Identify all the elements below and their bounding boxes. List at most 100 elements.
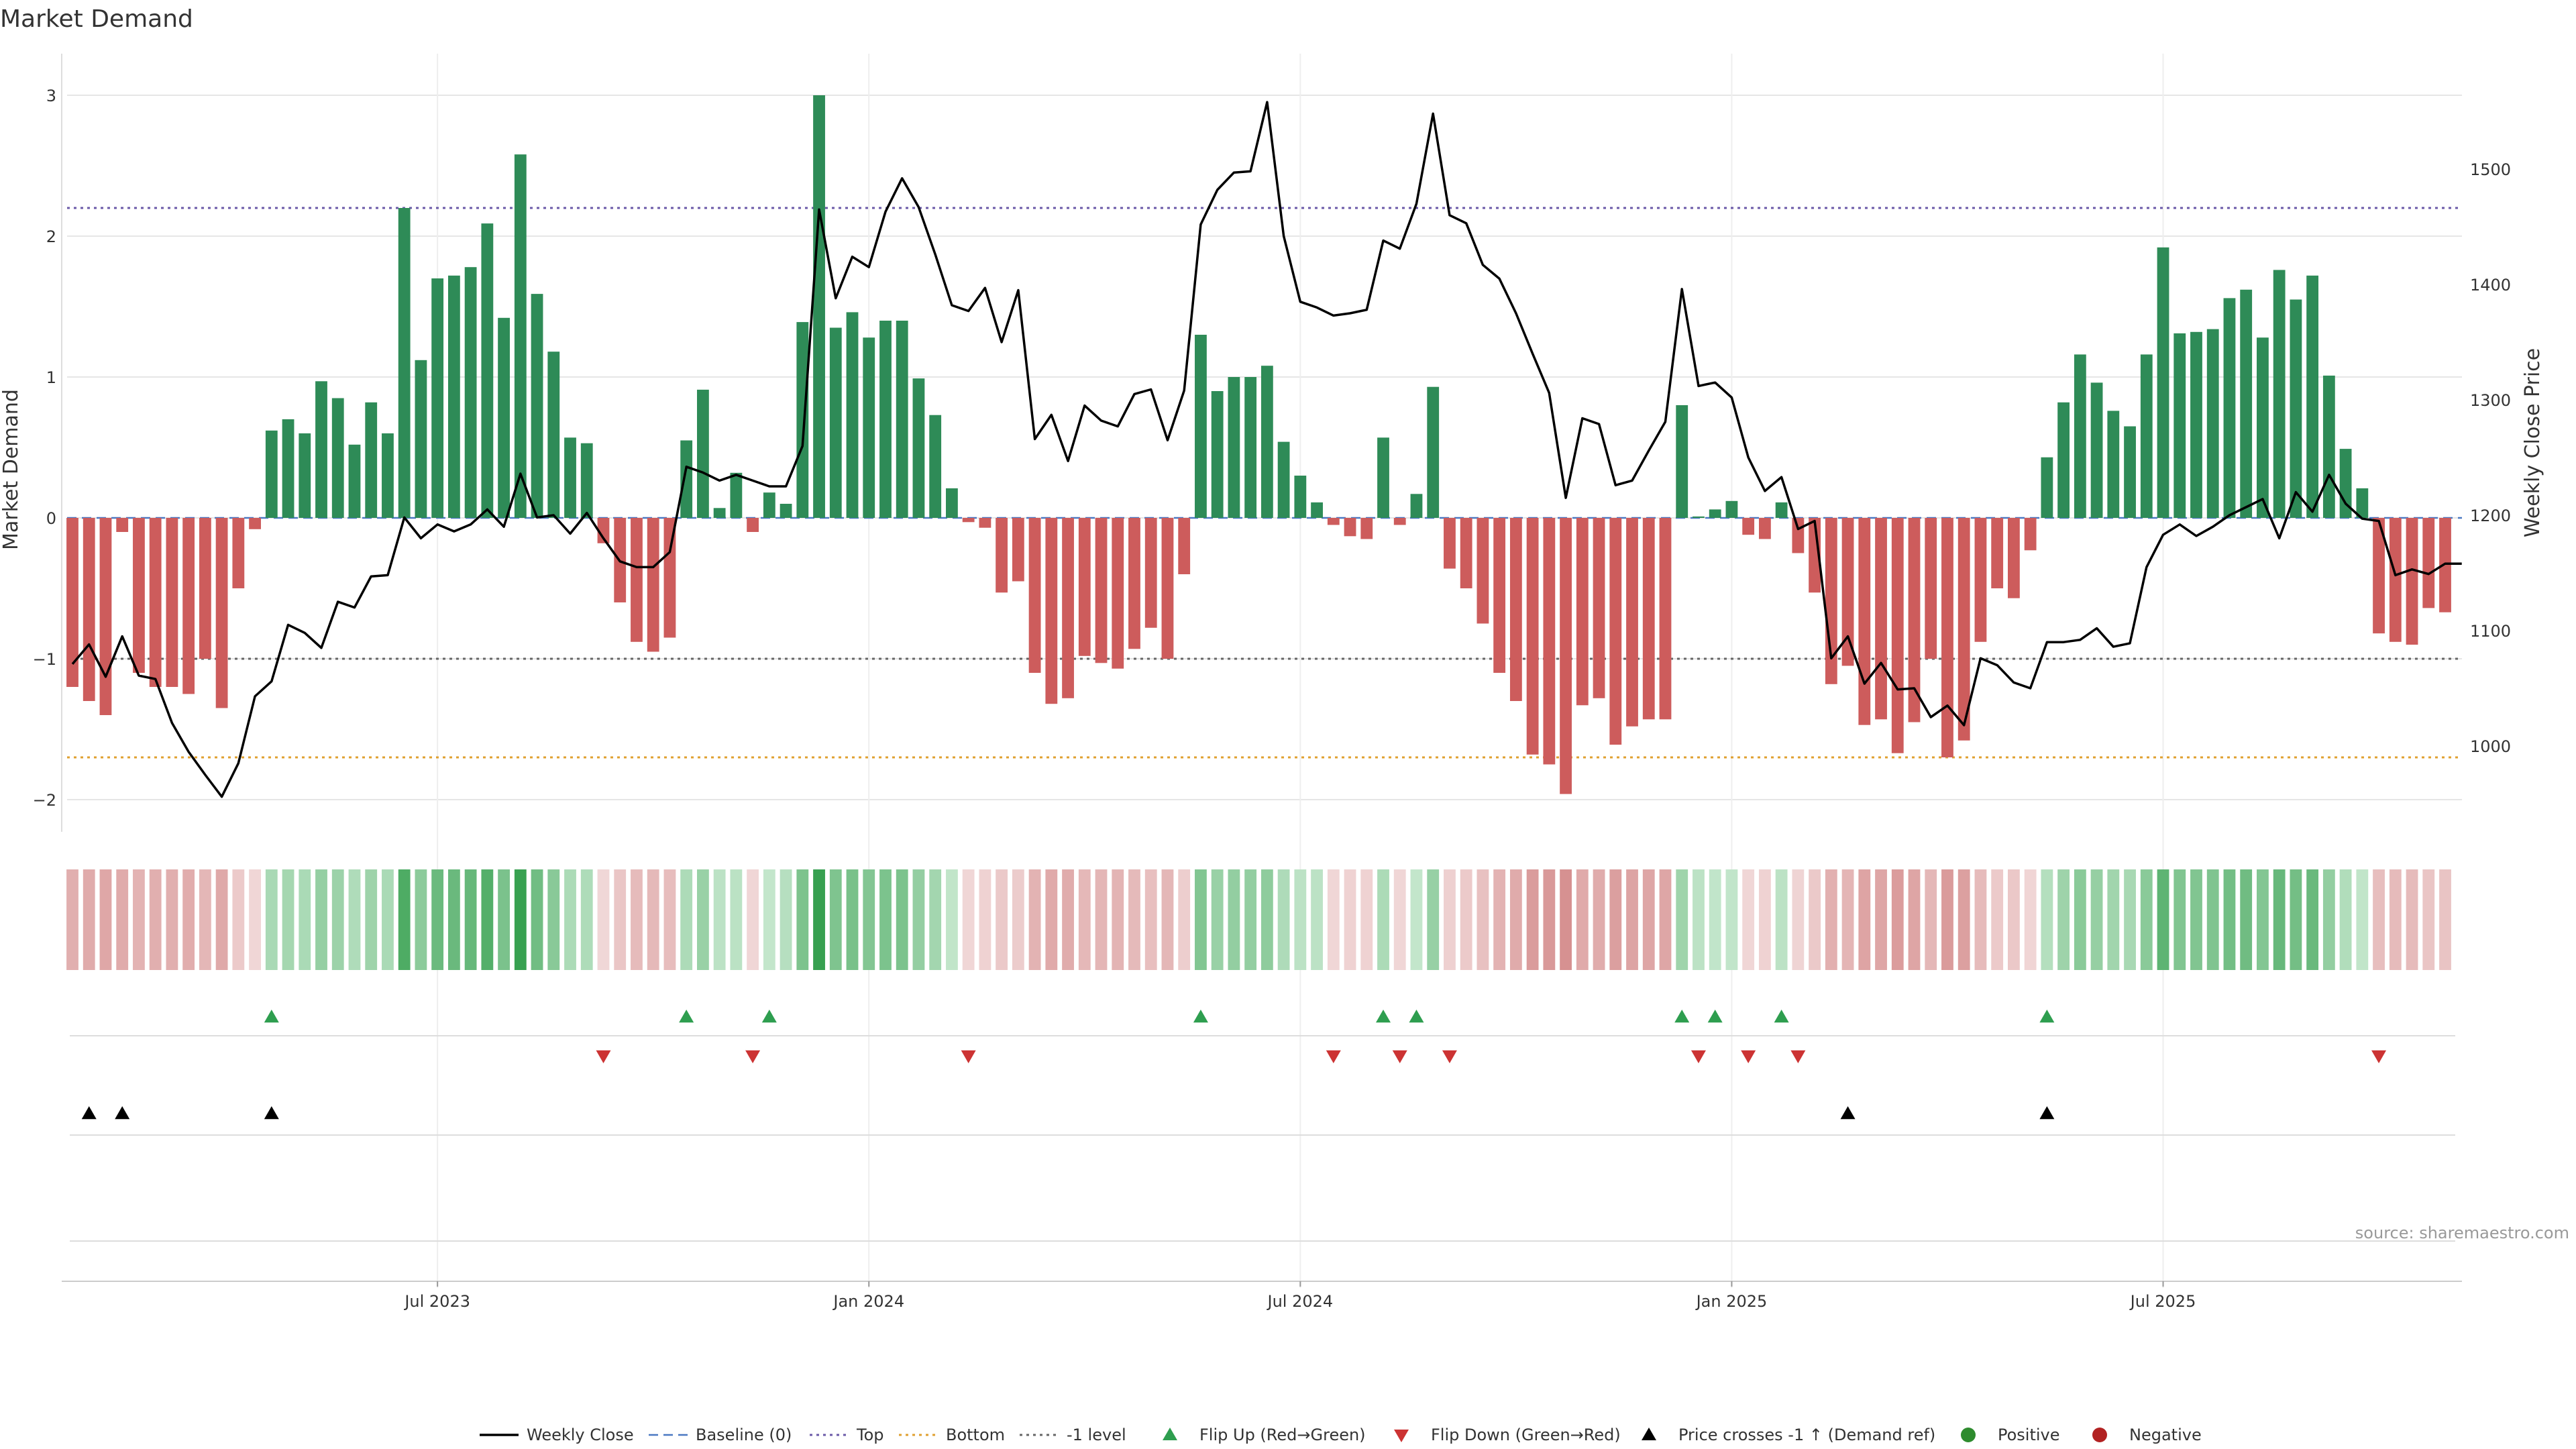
y-tick-label: 3 <box>46 87 56 105</box>
heat-strip-cell <box>66 869 78 970</box>
heat-strip-cell <box>1393 869 1406 970</box>
heat-strip-cell <box>2356 869 2369 970</box>
y-tick-label: 1 <box>46 368 56 387</box>
heat-strip-cell <box>1809 869 1821 970</box>
x-tick-label: Jan 2025 <box>1695 1292 1768 1311</box>
legend-label: -1 level <box>1067 1426 1126 1444</box>
demand-bar <box>2190 331 2202 518</box>
demand-bar <box>66 518 78 687</box>
demand-bar <box>2174 333 2186 518</box>
heat-strip-cell <box>464 869 477 970</box>
demand-bar <box>879 321 892 518</box>
heat-strip-cell <box>2339 869 2352 970</box>
legend-swatch <box>1163 1428 1177 1440</box>
demand-bar <box>1028 518 1041 673</box>
demand-bar <box>1593 518 1605 698</box>
heat-strip-cell <box>398 869 411 970</box>
flip-up-marker <box>1707 1010 1723 1023</box>
heat-strip-cell <box>1908 869 1921 970</box>
heat-strip-cell <box>1576 869 1589 970</box>
price-cross-marker <box>264 1106 279 1120</box>
heat-strip-cell <box>1144 869 1157 970</box>
heat-strip-cell <box>879 869 892 970</box>
demand-bar <box>846 312 859 518</box>
demand-bar <box>1211 391 1224 518</box>
demand-bar <box>2140 354 2153 518</box>
demand-bar <box>1925 518 1937 659</box>
heat-strip-cell <box>1260 869 1273 970</box>
demand-bar <box>1509 518 1522 701</box>
heat-strip-cell <box>1941 869 1953 970</box>
legend-label: Flip Up (Red→Green) <box>1199 1426 1366 1444</box>
heat-strip-cell <box>2439 869 2451 970</box>
heat-strip-cell <box>116 869 129 970</box>
chart-title: Market Demand <box>0 5 193 33</box>
heat-strip-cell <box>2257 869 2269 970</box>
heat-strip-cell <box>2223 869 2236 970</box>
heat-strip-cell <box>2124 869 2136 970</box>
demand-bar <box>979 518 991 528</box>
demand-bar <box>1642 518 1655 720</box>
demand-bar <box>1062 518 1074 698</box>
demand-bar <box>2356 488 2369 518</box>
demand-bar <box>1012 518 1024 582</box>
heat-strip-cell <box>2041 869 2053 970</box>
demand-bar <box>1112 518 1124 669</box>
legend-label: Bottom <box>946 1426 1005 1444</box>
demand-bar <box>2057 402 2070 518</box>
heat-strip-cell <box>481 869 494 970</box>
heat-strip-cell <box>1360 869 1373 970</box>
demand-bar <box>1957 518 1970 741</box>
demand-bar <box>2206 329 2219 518</box>
flip-up-marker <box>1193 1010 1208 1023</box>
demand-bar <box>1360 518 1373 539</box>
heat-strip-cell <box>2074 869 2086 970</box>
demand-bar <box>580 443 593 518</box>
heat-strip-cell <box>1659 869 1672 970</box>
demand-bar <box>2240 289 2253 518</box>
demand-bar <box>813 95 825 518</box>
heat-strip-cell <box>1493 869 1506 970</box>
gridlines <box>61 54 2462 1288</box>
y-tick-label: −2 <box>33 791 56 810</box>
demand-bar <box>780 504 792 518</box>
demand-bar <box>1460 518 1472 588</box>
demand-bar <box>2290 299 2302 518</box>
heat-strip-cell <box>1460 869 1472 970</box>
demand-bar <box>946 488 958 518</box>
demand-bar <box>2389 518 2402 642</box>
demand-bar <box>531 294 543 518</box>
heat-strip-cell <box>1841 869 1854 970</box>
heat-strip-cell <box>1891 869 1904 970</box>
weekly-close-line <box>71 101 2462 798</box>
heat-strip-cell <box>1725 869 1738 970</box>
heat-strip-cell <box>2389 869 2402 970</box>
price-cross-marker <box>81 1106 97 1120</box>
demand-bar <box>2107 411 2120 518</box>
demand-bar <box>647 518 659 652</box>
price-cross-marker <box>1840 1106 1856 1120</box>
demand-bar <box>1725 500 1738 518</box>
heat-strip-cell <box>514 869 527 970</box>
demand-bar <box>663 518 676 638</box>
heat-strip-cell <box>1311 869 1323 970</box>
heat-strip-cell <box>829 869 842 970</box>
demand-bar <box>1941 518 1953 757</box>
heat-strip-cell <box>2290 869 2302 970</box>
legend-label: Negative <box>2129 1426 2202 1444</box>
demand-bar <box>696 389 709 518</box>
demand-bar <box>1974 518 1987 642</box>
heat-strip-cell <box>1112 869 1124 970</box>
heat-strip-cell <box>249 869 261 970</box>
demand-bar <box>1676 405 1688 518</box>
demand-bar <box>315 381 327 518</box>
demand-bar <box>929 415 942 518</box>
heat-strip-cell <box>2057 869 2070 970</box>
demand-bar <box>1742 518 1755 535</box>
demand-bar <box>83 518 95 701</box>
y2-tick-label: 1400 <box>2470 276 2511 294</box>
demand-bar <box>1144 518 1157 628</box>
heat-strip-cell <box>265 869 278 970</box>
demand-bar <box>863 337 875 518</box>
demand-bar <box>149 518 162 687</box>
